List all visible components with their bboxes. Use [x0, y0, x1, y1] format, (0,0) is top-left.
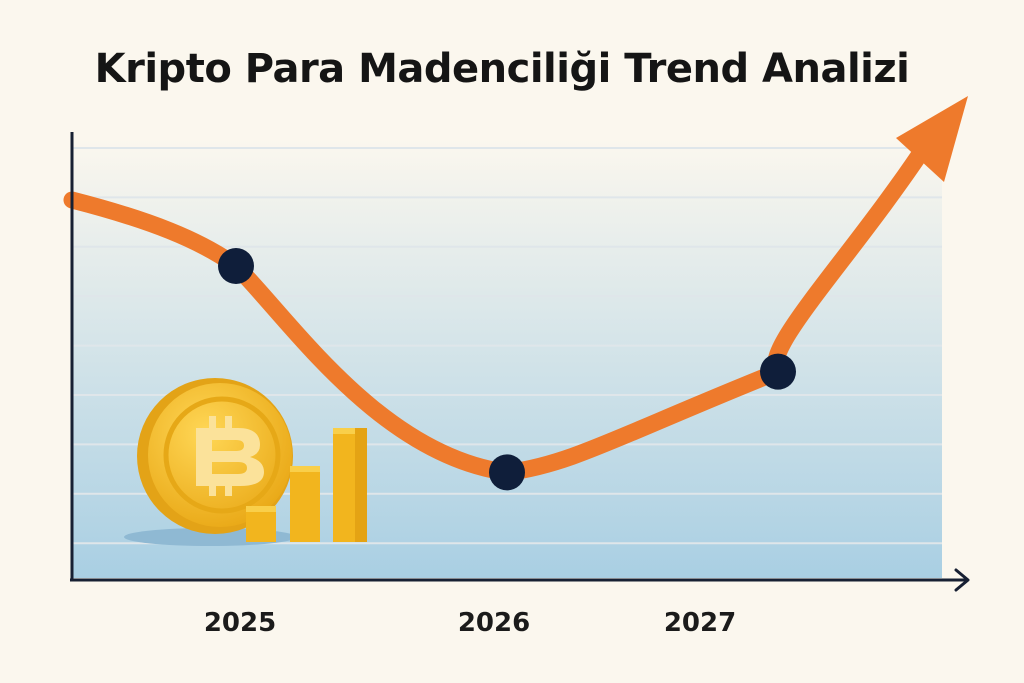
- x-tick-labels: 2025 2026 2027: [204, 608, 736, 638]
- x-tick-label: 2027: [664, 608, 736, 638]
- x-tick-label: 2025: [204, 608, 276, 638]
- gold-bars-icon: [246, 428, 367, 542]
- chart-marks: [63, 96, 968, 491]
- chart-title: Kripto Para Madenciliği Trend Analizi: [94, 46, 910, 92]
- x-tick-label: 2026: [458, 608, 530, 638]
- data-point: [218, 248, 254, 284]
- data-point: [489, 454, 525, 491]
- data-point: [760, 353, 796, 390]
- x-axis-arrowhead: [954, 568, 970, 592]
- trend-arrowhead: [896, 96, 968, 182]
